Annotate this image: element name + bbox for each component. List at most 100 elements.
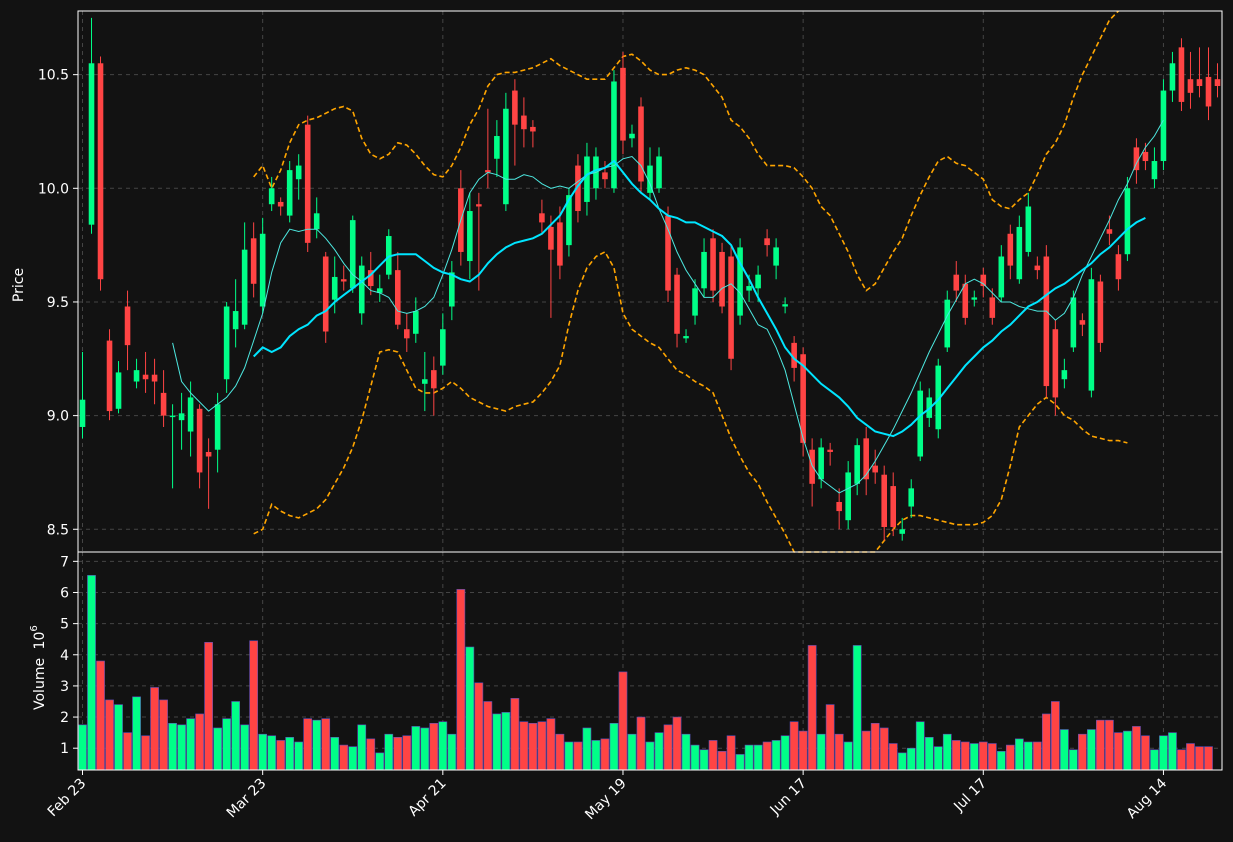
volume-y-ticks: 1 2 3 4 5 6 7	[60, 554, 78, 757]
volume-bar	[384, 733, 394, 771]
volume-bar	[573, 741, 583, 771]
volume-bar	[582, 727, 592, 771]
volume-bar	[1141, 735, 1150, 771]
volume-bar	[312, 719, 322, 771]
candle-body	[259, 233, 266, 307]
candle-body	[205, 451, 212, 457]
candle-body	[755, 274, 761, 289]
volume-bar	[843, 741, 853, 771]
volume-bar	[645, 741, 655, 771]
volume-bar	[348, 746, 358, 771]
volume-bar	[429, 722, 439, 771]
candle-body	[403, 329, 410, 339]
candle-body	[394, 270, 401, 325]
volume-bar	[1060, 729, 1069, 771]
candle-body	[413, 311, 419, 334]
candle-body	[935, 365, 942, 430]
volume-bar	[285, 736, 295, 771]
candle-body	[881, 474, 887, 527]
volume-bar	[420, 727, 430, 771]
candle-body	[611, 81, 617, 189]
volume-bar	[1186, 743, 1195, 771]
volume-bar	[1150, 749, 1159, 771]
candle-body	[196, 408, 203, 473]
volume-bar	[1168, 732, 1177, 771]
candle-body	[845, 472, 851, 521]
candle-body	[989, 297, 996, 318]
candle-body	[818, 447, 824, 480]
candle-body	[1016, 226, 1023, 280]
volume-grid	[78, 552, 1222, 770]
volume-bar	[780, 735, 790, 771]
volume-bar	[537, 721, 547, 771]
candle-body	[268, 188, 275, 205]
volume-bar	[1069, 749, 1078, 771]
volume-bar	[708, 740, 718, 771]
volume-bar	[681, 733, 691, 771]
volume-bar	[114, 704, 123, 771]
volume-bar	[1123, 730, 1132, 771]
candle-body	[331, 276, 338, 300]
candle-body	[899, 529, 906, 534]
candle-body	[1079, 320, 1086, 325]
candle-body	[701, 251, 707, 289]
volume-bar	[1114, 732, 1123, 771]
volume-bar	[492, 713, 502, 771]
candle-body	[908, 488, 915, 507]
volume-bar	[762, 741, 772, 771]
volume-bar	[969, 743, 979, 771]
candle-body	[286, 170, 293, 216]
lower-band-line	[253, 250, 1128, 553]
candle-body	[602, 172, 608, 180]
candle-body	[620, 67, 626, 141]
volume-bar	[474, 682, 484, 771]
candle-body	[1169, 63, 1176, 91]
volume-tick-label: 3	[60, 679, 69, 695]
candle-body	[1106, 229, 1113, 234]
volume-bar	[915, 721, 925, 771]
candle-body	[367, 270, 374, 287]
candle-body	[683, 336, 689, 339]
candle-body	[728, 256, 734, 359]
volume-bar	[834, 733, 844, 771]
volume-bar	[789, 721, 799, 771]
volume-bar	[141, 735, 150, 771]
volume-bar	[132, 696, 141, 771]
volume-axis-label-text: Volume	[32, 658, 48, 710]
price-axis-label: Price	[11, 268, 27, 302]
volume-bar	[366, 738, 376, 771]
volume-bar	[870, 722, 880, 771]
volume-bar	[618, 671, 628, 771]
volume-bar	[825, 704, 835, 771]
candle-body	[313, 213, 320, 230]
volume-bar	[564, 741, 574, 771]
volume-bar	[1195, 746, 1204, 771]
volume-bar	[465, 646, 475, 771]
volume-bar	[1078, 733, 1087, 771]
candle-body	[1097, 281, 1104, 343]
candle-body	[79, 399, 86, 427]
candle-body	[1034, 265, 1041, 271]
candle-body	[530, 126, 536, 132]
candle-body	[449, 272, 455, 307]
volume-bar	[1177, 749, 1186, 771]
volume-bar	[1051, 701, 1060, 771]
candle-body	[385, 236, 392, 275]
volume-bar	[294, 741, 304, 771]
price-tick-label: 10.0	[38, 181, 69, 197]
candle-body	[953, 274, 960, 291]
candle-body	[160, 392, 167, 416]
volume-bar	[483, 701, 493, 771]
volume-bar	[249, 640, 259, 771]
candle-body	[575, 165, 581, 212]
volume-bar	[996, 751, 1006, 771]
volume-bar	[1159, 735, 1168, 771]
volume-bar	[663, 724, 673, 771]
volume-bar	[240, 724, 249, 771]
volume-bar	[753, 744, 763, 771]
volume-bar	[87, 575, 96, 771]
candle-body	[1115, 254, 1122, 280]
candle-body	[827, 449, 833, 452]
volume-bar	[276, 740, 286, 771]
price-tick-label: 10.5	[38, 68, 69, 84]
